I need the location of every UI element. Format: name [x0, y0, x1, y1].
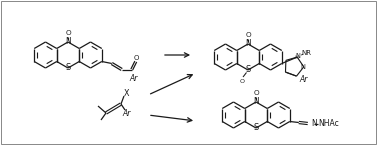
Text: N: N	[301, 64, 305, 70]
Text: N: N	[245, 39, 251, 48]
Text: Ar: Ar	[123, 109, 131, 118]
Text: N: N	[65, 38, 71, 47]
Text: NHAc: NHAc	[318, 119, 339, 128]
Text: Ar: Ar	[130, 74, 138, 83]
Text: S: S	[65, 64, 71, 72]
Text: X: X	[124, 88, 130, 97]
Text: N: N	[311, 119, 316, 128]
Text: S: S	[245, 66, 251, 75]
Text: O: O	[245, 32, 251, 38]
Text: NR: NR	[301, 50, 311, 56]
Text: O: O	[253, 90, 259, 96]
Text: N: N	[253, 97, 259, 106]
Text: S: S	[253, 124, 259, 133]
Text: O: O	[134, 56, 139, 61]
Text: Ar: Ar	[300, 75, 308, 84]
Text: O: O	[240, 79, 245, 84]
Text: N: N	[296, 53, 301, 59]
Text: O: O	[65, 30, 71, 36]
